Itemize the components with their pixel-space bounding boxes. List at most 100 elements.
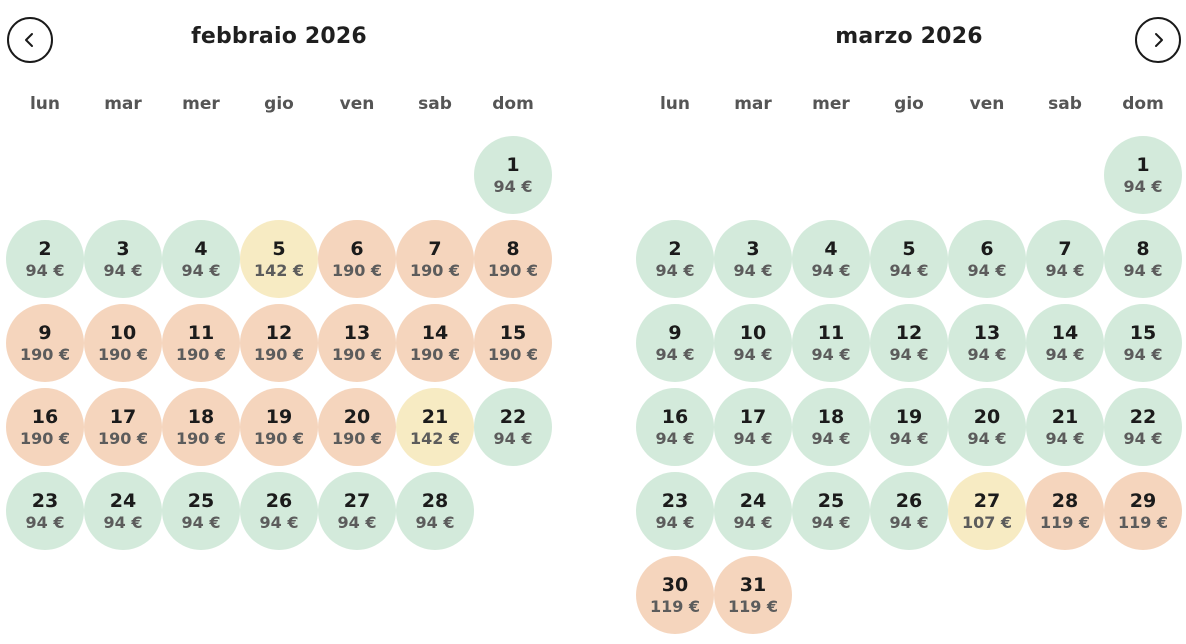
day-cell[interactable]: 26 94 € (870, 472, 948, 550)
day-cell[interactable]: 27 107 € (948, 472, 1026, 550)
day-number: 20 (973, 405, 1001, 428)
day-price: 190 € (409, 260, 461, 280)
day-price: 190 € (97, 428, 149, 448)
day-cell[interactable]: 31 119 € (714, 556, 792, 634)
weekday-label: mar (734, 94, 772, 114)
day-number: 14 (1051, 321, 1079, 344)
next-month-button[interactable] (1135, 17, 1181, 63)
day-number: 14 (421, 321, 449, 344)
day-cell[interactable]: 14 94 € (1026, 304, 1104, 382)
day-cell[interactable]: 7 190 € (396, 220, 474, 298)
day-cell[interactable]: 8 94 € (1104, 220, 1182, 298)
day-cell[interactable]: 30 119 € (636, 556, 714, 634)
day-cell[interactable]: 2 94 € (6, 220, 84, 298)
day-cell[interactable]: 13 190 € (318, 304, 396, 382)
day-cell[interactable]: 11 94 € (792, 304, 870, 382)
day-cell[interactable]: 16 94 € (636, 388, 714, 466)
day-number: 29 (1129, 489, 1157, 512)
day-cell[interactable]: 26 94 € (240, 472, 318, 550)
day-cell[interactable]: 23 94 € (6, 472, 84, 550)
day-cell[interactable]: 6 190 € (318, 220, 396, 298)
weekday-label: mar (104, 94, 142, 114)
day-price: 190 € (253, 428, 305, 448)
day-number: 26 (895, 489, 923, 512)
day-cell[interactable]: 14 190 € (396, 304, 474, 382)
day-cell[interactable]: 4 94 € (162, 220, 240, 298)
day-cell[interactable]: 12 94 € (870, 304, 948, 382)
day-number: 18 (187, 405, 215, 428)
day-cell[interactable]: 19 190 € (240, 388, 318, 466)
day-cell[interactable]: 25 94 € (792, 472, 870, 550)
day-cell[interactable]: 17 94 € (714, 388, 792, 466)
day-price: 94 € (1123, 428, 1163, 448)
day-number: 3 (746, 237, 760, 260)
day-cell[interactable]: 3 94 € (84, 220, 162, 298)
day-cell[interactable]: 20 190 € (318, 388, 396, 466)
day-cell[interactable]: 15 94 € (1104, 304, 1182, 382)
day-cell[interactable]: 1 94 € (1104, 136, 1182, 214)
previous-month-button[interactable] (7, 17, 53, 63)
day-cell[interactable]: 5 142 € (240, 220, 318, 298)
month-title: marzo 2026 (835, 24, 983, 49)
day-cell[interactable]: 27 94 € (318, 472, 396, 550)
day-cell[interactable]: 18 94 € (792, 388, 870, 466)
chevron-right-icon (1155, 33, 1163, 47)
day-cell[interactable]: 21 94 € (1026, 388, 1104, 466)
day-cell[interactable]: 12 190 € (240, 304, 318, 382)
day-number: 2 (668, 237, 682, 260)
day-price: 190 € (19, 344, 71, 364)
day-number: 21 (421, 405, 449, 428)
day-number: 5 (902, 237, 916, 260)
day-cell[interactable]: 10 94 € (714, 304, 792, 382)
day-number: 17 (739, 405, 767, 428)
day-cell[interactable]: 18 190 € (162, 388, 240, 466)
day-cell[interactable]: 22 94 € (474, 388, 552, 466)
day-cell[interactable]: 7 94 € (1026, 220, 1104, 298)
day-number: 10 (109, 321, 137, 344)
day-cell[interactable]: 19 94 € (870, 388, 948, 466)
day-cell[interactable]: 24 94 € (84, 472, 162, 550)
day-cell[interactable]: 21 142 € (396, 388, 474, 466)
day-cell[interactable]: 3 94 € (714, 220, 792, 298)
day-cell[interactable]: 29 119 € (1104, 472, 1182, 550)
day-price: 94 € (655, 512, 695, 532)
weekday-label: gio (264, 94, 294, 114)
day-cell[interactable]: 5 94 € (870, 220, 948, 298)
day-cell[interactable]: 6 94 € (948, 220, 1026, 298)
day-cell[interactable]: 10 190 € (84, 304, 162, 382)
day-cell[interactable]: 4 94 € (792, 220, 870, 298)
day-cell[interactable]: 1 94 € (474, 136, 552, 214)
day-number: 25 (817, 489, 845, 512)
day-number: 16 (31, 405, 59, 428)
day-cell[interactable]: 28 94 € (396, 472, 474, 550)
day-number: 1 (506, 153, 520, 176)
day-cell[interactable]: 8 190 € (474, 220, 552, 298)
day-number: 9 (668, 321, 682, 344)
day-price: 94 € (1123, 260, 1163, 280)
day-number: 8 (506, 237, 520, 260)
day-cell[interactable]: 11 190 € (162, 304, 240, 382)
day-number: 13 (973, 321, 1001, 344)
day-cell[interactable]: 9 94 € (636, 304, 714, 382)
day-cell[interactable]: 13 94 € (948, 304, 1026, 382)
day-price: 94 € (1045, 344, 1085, 364)
day-price: 94 € (889, 428, 929, 448)
day-cell[interactable]: 9 190 € (6, 304, 84, 382)
day-cell[interactable]: 28 119 € (1026, 472, 1104, 550)
day-price: 142 € (253, 260, 305, 280)
day-cell[interactable]: 22 94 € (1104, 388, 1182, 466)
day-price: 107 € (961, 512, 1013, 532)
day-price: 94 € (181, 260, 221, 280)
day-cell[interactable]: 24 94 € (714, 472, 792, 550)
weekday-label: ven (969, 94, 1005, 114)
weekday-label: lun (659, 94, 691, 114)
day-cell[interactable]: 17 190 € (84, 388, 162, 466)
day-cell[interactable]: 15 190 € (474, 304, 552, 382)
day-cell[interactable]: 16 190 € (6, 388, 84, 466)
day-cell[interactable]: 23 94 € (636, 472, 714, 550)
day-cell[interactable]: 20 94 € (948, 388, 1026, 466)
days-grid: 1 94 €2 94 €3 94 €4 94 €5 94 €6 94 €7 94 €8 94 €… (636, 136, 1182, 640)
day-price: 94 € (967, 260, 1007, 280)
day-cell[interactable]: 25 94 € (162, 472, 240, 550)
day-cell[interactable]: 2 94 € (636, 220, 714, 298)
